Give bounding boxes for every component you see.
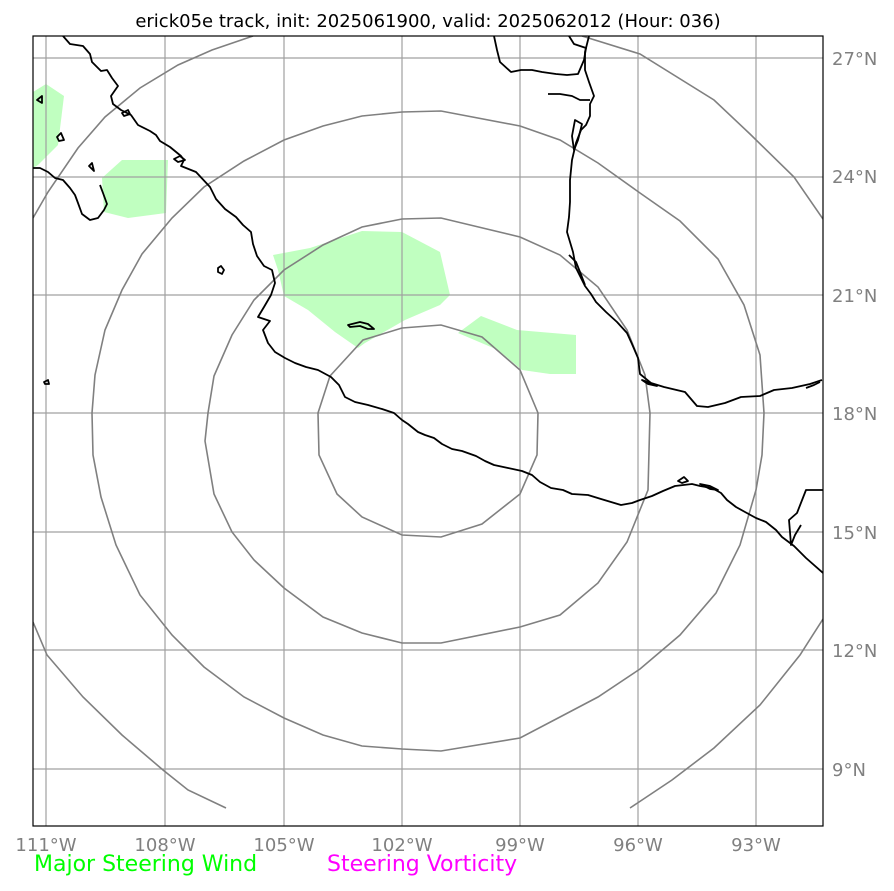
graticule (33, 36, 823, 826)
coastline (33, 167, 108, 221)
steering-wind-region (33, 84, 64, 168)
island (43, 379, 50, 385)
range-rings (33, 36, 823, 809)
coastline (62, 36, 823, 574)
island (805, 381, 821, 389)
island (347, 321, 375, 330)
lat-label: 27°N (832, 49, 877, 70)
island (641, 379, 658, 387)
lon-label: 108°W (134, 835, 195, 856)
lat-label: 9°N (832, 760, 866, 781)
island (173, 155, 186, 163)
island (88, 162, 95, 172)
island (568, 254, 586, 286)
lat-label: 24°N (832, 167, 877, 188)
island (56, 132, 65, 142)
range-ring (317, 324, 539, 538)
coastline (566, 36, 823, 408)
coastline (493, 36, 587, 76)
steering-wind-region (273, 231, 450, 348)
island (217, 265, 225, 275)
lon-label: 105°W (253, 835, 314, 856)
map-plot-area (33, 36, 823, 826)
map-title: erick05e track, init: 2025061900, valid:… (135, 11, 720, 32)
lon-label: 99°W (495, 835, 545, 856)
longitude-labels: 111°W 108°W 105°W 102°W 99°W 96°W 93°W (15, 835, 781, 856)
island (677, 476, 689, 484)
lon-label: 102°W (371, 835, 432, 856)
lat-label: 21°N (832, 286, 877, 307)
island (36, 95, 43, 104)
range-ring (33, 36, 823, 809)
legend-steering-wind: Major Steering Wind (34, 852, 258, 877)
coastline (788, 489, 823, 546)
lon-label: 96°W (613, 835, 663, 856)
plot-frame (32, 35, 824, 827)
island (699, 483, 719, 491)
latitude-labels: 27°N 24°N 21°N 18°N 15°N 12°N 9°N (832, 49, 877, 781)
steering-wind-regions (33, 84, 576, 374)
coastline (548, 93, 590, 101)
island (571, 119, 583, 151)
steering-wind-region (458, 316, 576, 374)
lon-label: 111°W (15, 835, 76, 856)
lat-label: 15°N (832, 523, 877, 544)
island (121, 109, 131, 117)
range-ring (91, 110, 765, 752)
coastlines (33, 36, 823, 574)
range-ring (204, 217, 651, 644)
legend-steering-vorticity: Steering Vorticity (327, 852, 518, 877)
steering-wind-region (102, 160, 168, 218)
lat-label: 12°N (832, 641, 877, 662)
lon-label: 93°W (731, 835, 781, 856)
lat-label: 18°N (832, 404, 877, 425)
